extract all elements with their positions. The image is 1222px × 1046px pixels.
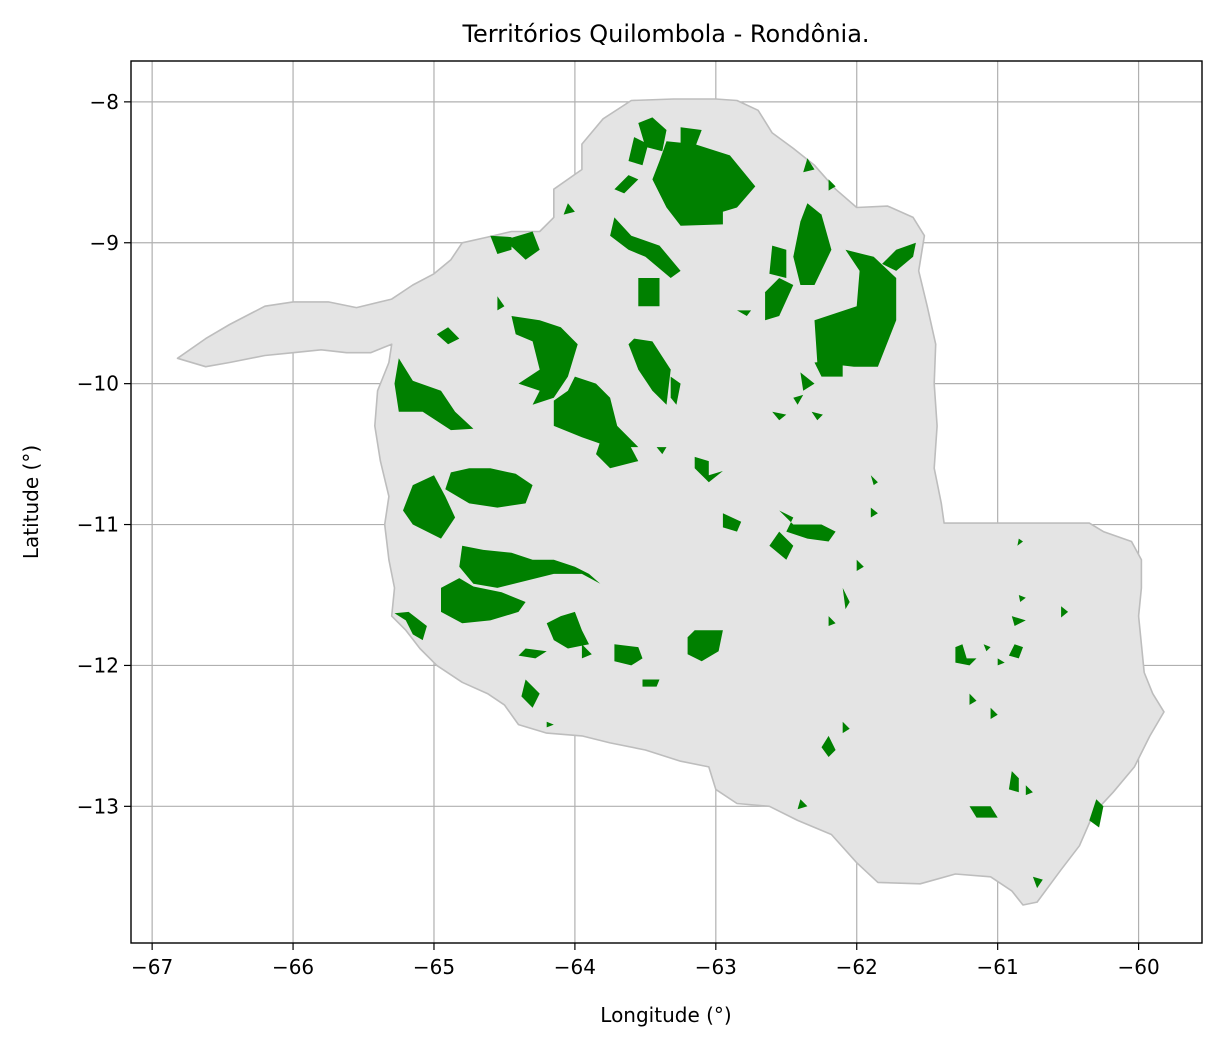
quilombola-territory	[955, 644, 977, 666]
quilombola-territory	[722, 513, 742, 532]
quilombola-territory	[800, 372, 815, 391]
quilombola-territory	[1061, 606, 1069, 618]
quilombola-territory	[403, 475, 456, 539]
quilombola-territory	[793, 394, 804, 405]
quilombola-territory	[821, 735, 836, 757]
quilombola-territory	[680, 127, 702, 149]
quilombola-territory	[394, 358, 474, 431]
quilombola-territory	[814, 249, 897, 367]
quilombola-territories	[394, 117, 1104, 889]
quilombola-territory	[997, 658, 1005, 666]
quilombola-territory	[870, 475, 878, 486]
quilombola-territory	[828, 179, 836, 191]
quilombola-territory	[772, 411, 787, 421]
x-axis-ticks: −67 −66 −65 −64 −63 −62 −61 −60	[131, 943, 1160, 979]
quilombola-territory	[870, 507, 878, 518]
x-tick-label: −64	[554, 955, 596, 979]
quilombola-territory	[546, 611, 589, 649]
quilombola-territory	[642, 679, 660, 687]
quilombola-territory	[504, 231, 540, 260]
x-tick-label: −65	[413, 955, 455, 979]
quilombola-territory	[518, 648, 547, 659]
x-tick-label: −66	[272, 955, 314, 979]
y-tick-label: −12	[77, 653, 119, 677]
quilombola-territory	[546, 721, 554, 728]
y-tick-label: −10	[77, 372, 119, 396]
quilombola-territory	[793, 203, 832, 285]
quilombola-territory	[828, 616, 836, 626]
chart-title: Territórios Quilombola - Rondônia.	[461, 20, 869, 48]
quilombola-territory	[445, 468, 533, 508]
quilombola-territory	[856, 559, 864, 571]
quilombola-territory	[687, 630, 723, 662]
quilombola-territory	[638, 278, 660, 307]
quilombola-territory	[596, 433, 639, 469]
quilombola-territory	[737, 310, 752, 316]
quilombola-territory	[814, 359, 843, 377]
quilombola-territory	[521, 679, 540, 708]
quilombola-territory	[1008, 644, 1023, 659]
y-tick-label: −11	[77, 513, 119, 537]
quilombola-territory	[581, 644, 592, 659]
x-tick-label: −63	[695, 955, 737, 979]
x-tick-label: −62	[836, 955, 878, 979]
quilombola-territory	[614, 644, 643, 666]
quilombola-territory	[563, 203, 575, 215]
quilombola-territory	[652, 141, 756, 226]
rondonia-state-boundary	[176, 98, 1165, 906]
x-tick-label: −67	[131, 955, 173, 979]
quilombola-territory	[983, 644, 991, 652]
quilombola-territory	[628, 338, 671, 405]
quilombola-territory	[628, 137, 649, 166]
quilombola-territory	[1008, 771, 1019, 793]
plot-frame	[130, 60, 1203, 944]
quilombola-territory	[394, 611, 427, 641]
quilombola-territory	[969, 693, 977, 705]
x-tick-label: −61	[977, 955, 1019, 979]
quilombola-territory	[842, 587, 850, 610]
quilombola-territory	[769, 531, 794, 560]
quilombola-territory	[497, 296, 505, 311]
quilombola-territory	[490, 235, 512, 254]
quilombola-territory	[1025, 785, 1033, 796]
quilombola-territory	[811, 411, 823, 421]
quilombola-territory	[1018, 595, 1026, 602]
y-tick-label: −8	[90, 90, 119, 114]
quilombola-territory	[553, 376, 639, 448]
quilombola-territory	[436, 327, 460, 345]
x-axis-label: Longitude (°)	[600, 1003, 731, 1027]
quilombola-territory	[969, 806, 998, 818]
quilombola-territory	[769, 245, 787, 278]
map-area	[176, 98, 1165, 906]
y-axis-label: Latitude (°)	[19, 445, 43, 559]
y-axis-ticks: −8 −9 −10 −11 −12 −13	[77, 90, 131, 818]
x-tick-label: −60	[1117, 955, 1159, 979]
quilombola-territory	[803, 158, 815, 173]
quilombola-territory	[614, 175, 639, 194]
quilombola-territory	[441, 578, 526, 624]
quilombola-territory	[670, 376, 681, 405]
quilombola-territory	[694, 456, 723, 483]
y-tick-label: −9	[90, 231, 119, 255]
quilombola-territory	[882, 242, 916, 271]
y-tick-label: −13	[77, 794, 119, 818]
quilombola-territory	[511, 316, 578, 405]
quilombola-territory	[1011, 616, 1026, 626]
quilombola-territory	[990, 707, 998, 719]
quilombola-territory	[842, 721, 850, 734]
quilombola-territory	[459, 545, 601, 588]
quilombola-territory	[610, 217, 681, 278]
quilombola-territory	[656, 447, 667, 455]
quilombola-territory	[1017, 538, 1023, 546]
quilombola-territory	[779, 510, 836, 542]
quilombola-territory	[797, 799, 808, 810]
quilombola-territory	[1032, 876, 1043, 889]
quilombola-territory	[765, 278, 794, 321]
quilombola-territory	[1089, 799, 1104, 828]
